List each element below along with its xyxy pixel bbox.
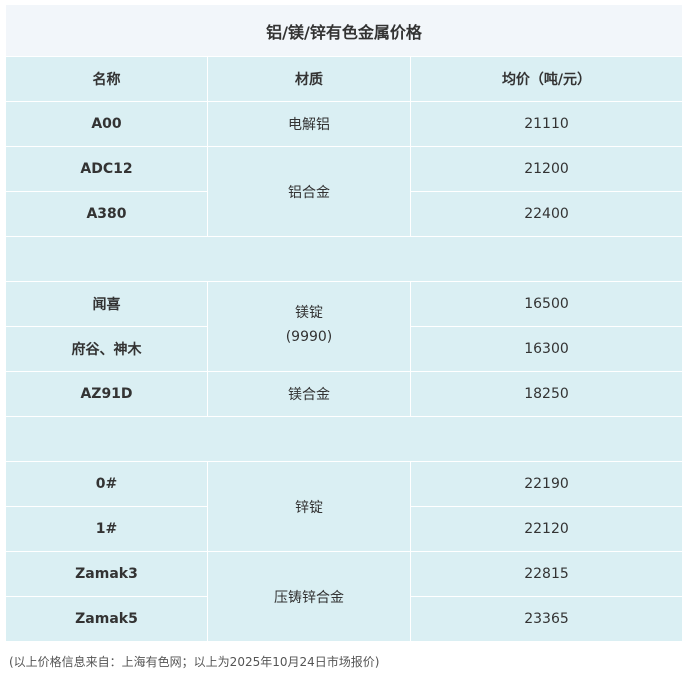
cell-name: 0#: [5, 461, 208, 507]
cell-name: A380: [5, 191, 208, 237]
spacer-cell: [5, 236, 683, 282]
spacer-row: [5, 416, 683, 462]
cell-price: 23365: [410, 596, 683, 642]
cell-name: 闻喜: [5, 281, 208, 327]
table-row: A00 电解铝 21110: [5, 101, 683, 147]
cell-name: Zamak5: [5, 596, 208, 642]
cell-material: 镁合金: [207, 371, 411, 417]
cell-price: 21200: [410, 146, 683, 192]
header-material: 材质: [207, 56, 411, 102]
cell-name: A00: [5, 101, 208, 147]
cell-price: 22815: [410, 551, 683, 597]
header-name: 名称: [5, 56, 208, 102]
cell-name: 1#: [5, 506, 208, 552]
cell-price: 18250: [410, 371, 683, 417]
table-row: 1# 22120: [5, 506, 683, 552]
material-label: 镁锭: [295, 304, 323, 321]
header-row: 名称 材质 均价（吨/元）: [5, 56, 683, 102]
cell-name: 府谷、神木: [5, 326, 208, 372]
cell-name: AZ91D: [5, 371, 208, 417]
spacer-cell: [5, 416, 683, 462]
table-row: 府谷、神木 16300: [5, 326, 683, 372]
table-row: 0# 锌锭 22190: [5, 461, 683, 552]
spacer-row: [5, 236, 683, 282]
header-price: 均价（吨/元）: [410, 56, 683, 102]
metal-price-table: 铝/镁/锌有色金属价格 名称 材质 均价（吨/元） A00 电解铝 21110 …: [5, 4, 683, 642]
table-row: A380 22400: [5, 191, 683, 237]
cell-price: 22120: [410, 506, 683, 552]
cell-name: ADC12: [5, 146, 208, 192]
material-grade: (9990): [285, 328, 333, 345]
table-row: Zamak5 23365: [5, 596, 683, 642]
source-footnote: (以上价格信息来自：上海有色网；以上为2025年10月24日市场报价): [9, 655, 380, 669]
table-row: 闻喜 镁锭 (9990) 16500: [5, 281, 683, 372]
cell-price: 22190: [410, 461, 683, 507]
cell-price: 16300: [410, 326, 683, 372]
cell-price: 16500: [410, 281, 683, 327]
cell-price: 22400: [410, 191, 683, 237]
table-row: Zamak3 压铸锌合金 22815: [5, 551, 683, 642]
table-title: 铝/镁/锌有色金属价格: [5, 4, 683, 57]
table-row: ADC12 铝合金 21200: [5, 146, 683, 237]
table-row: AZ91D 镁合金 18250: [5, 371, 683, 417]
cell-material: 铝合金: [207, 146, 411, 237]
cell-name: Zamak3: [5, 551, 208, 597]
cell-material: 压铸锌合金: [207, 551, 411, 642]
cell-material: 镁锭 (9990): [207, 281, 411, 372]
cell-price: 21110: [410, 101, 683, 147]
cell-material: 电解铝: [207, 101, 411, 147]
cell-material: 锌锭: [207, 461, 411, 552]
